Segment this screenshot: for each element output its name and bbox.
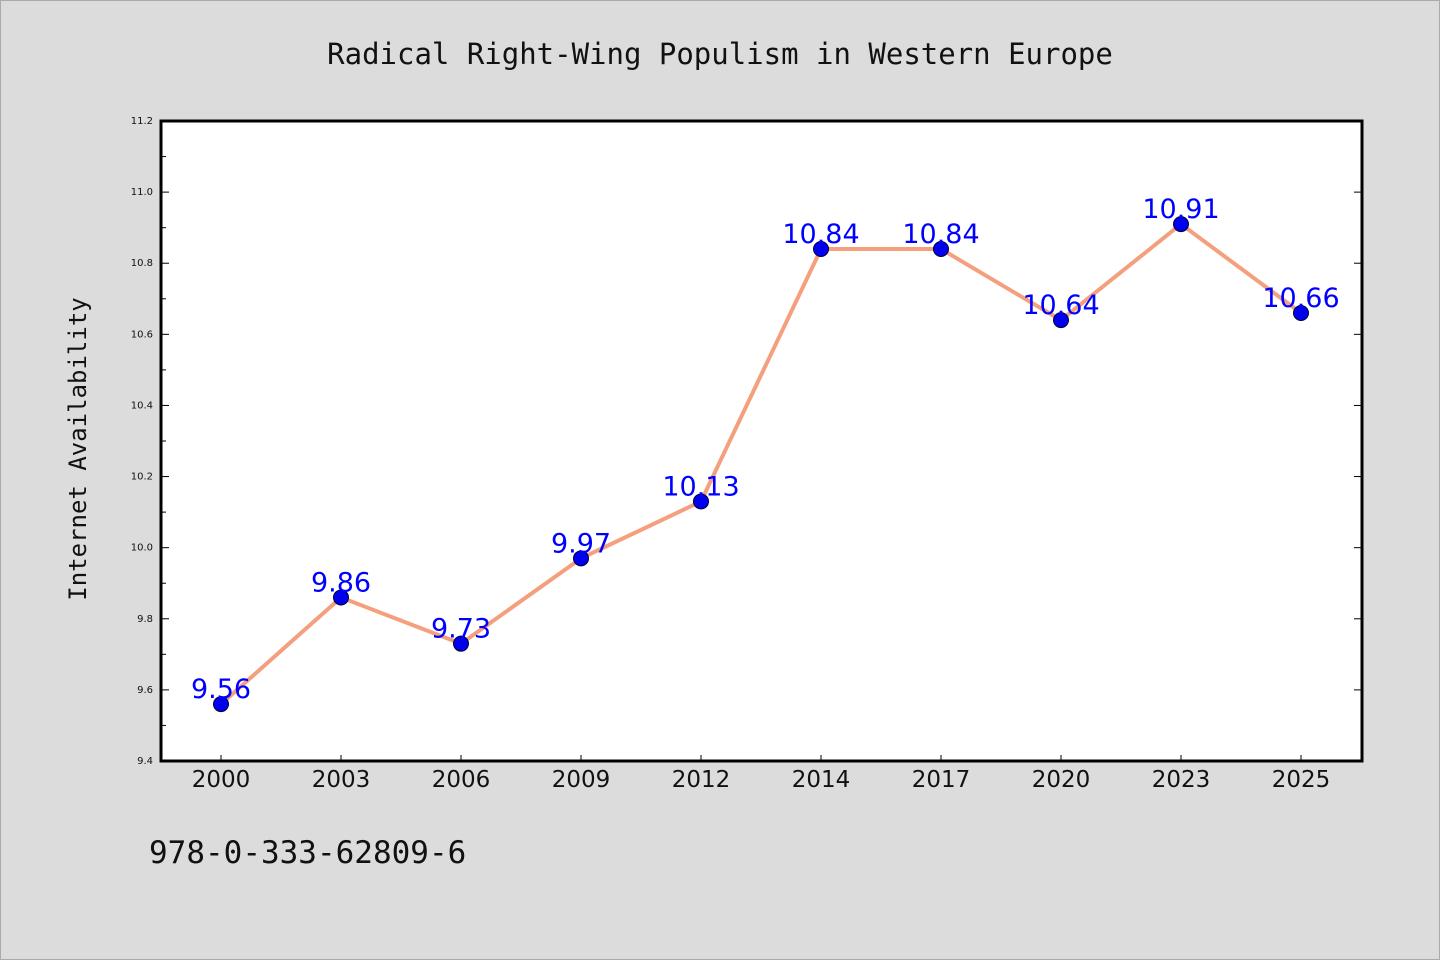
x-tick-label: 2009 — [552, 767, 611, 793]
x-tick-label: 2014 — [792, 767, 851, 793]
data-markers — [213, 216, 1309, 713]
x-tick-label: 2006 — [432, 767, 491, 793]
data-label: 9.97 — [551, 528, 611, 559]
data-label: 9.86 — [311, 567, 371, 598]
y-tick-label: 10.2 — [131, 472, 153, 483]
plot-area — [159, 119, 1364, 763]
data-point — [573, 550, 589, 567]
data-label: 9.73 — [431, 614, 491, 645]
x-tick-label: 2020 — [1032, 767, 1091, 793]
data-point — [933, 241, 949, 257]
y-axis-ticks: 9.4 9.6 9.8 10.0 10.2 10.4 10.6 10.8 11.0 11.2 — [131, 116, 1362, 767]
y-tick-label: 9.8 — [137, 614, 153, 625]
x-tick-label: 2023 — [1152, 767, 1211, 793]
data-label: 10.84 — [902, 219, 979, 250]
y-tick-label: 9.6 — [137, 685, 153, 696]
data-labels: 9.56 9.86 9.73 9.97 10.13 10.84 10.84 10.64 10.9… — [191, 194, 1340, 705]
data-label: 9.56 — [191, 674, 251, 705]
x-tick-label: 2025 — [1272, 767, 1331, 793]
data-label: 10.13 — [662, 471, 739, 502]
data-point — [1053, 312, 1069, 329]
x-tick-label: 2012 — [672, 767, 731, 793]
y-tick-label: 10.6 — [131, 329, 153, 340]
data-point — [213, 696, 229, 713]
x-axis-ticks: 2000 2003 2006 2009 2012 2014 2017 2020 2023 2025 — [192, 755, 1331, 793]
y-tick-label: 10.8 — [131, 258, 153, 269]
data-point — [333, 589, 349, 606]
x-tick-label: 2017 — [912, 767, 971, 793]
chart-title: Radical Right-Wing Populism in Western E… — [327, 37, 1113, 71]
data-point — [453, 635, 469, 652]
data-point — [693, 493, 709, 510]
x-tick-label: 2003 — [312, 767, 371, 793]
data-point — [1293, 305, 1309, 321]
y-axis-label: Internet Availability — [64, 297, 92, 600]
data-label: 10.66 — [1262, 283, 1339, 314]
y-tick-label: 10.4 — [131, 400, 153, 411]
isbn-text: 978-0-333-62809-6 — [149, 835, 467, 871]
data-label: 10.64 — [1022, 290, 1099, 321]
y-tick-label: 11.2 — [131, 116, 153, 127]
data-point — [813, 241, 829, 257]
y-tick-label: 9.4 — [137, 756, 153, 767]
data-point — [1173, 216, 1189, 233]
x-tick-label: 2000 — [192, 767, 251, 793]
data-label: 10.84 — [782, 219, 859, 250]
y-tick-label: 11.0 — [131, 187, 153, 198]
data-label: 10.91 — [1142, 194, 1219, 225]
y-tick-label: 10.0 — [131, 543, 153, 554]
series-line — [219, 222, 1303, 707]
